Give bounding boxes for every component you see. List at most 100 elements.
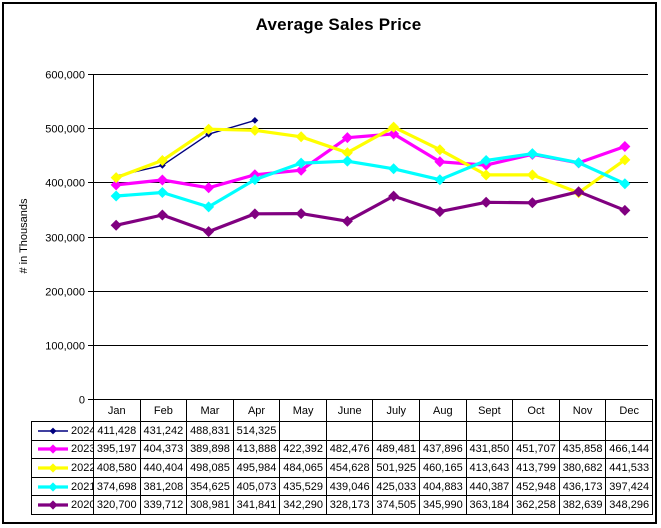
series-marker-2020 (249, 208, 261, 220)
value-cell: 354,625 (186, 476, 234, 497)
series-marker-2020 (619, 204, 631, 216)
series-marker-2021 (619, 178, 631, 190)
value-cell: 382,639 (558, 495, 607, 515)
y-tick-label: 600,000 (45, 70, 85, 82)
value-cell: 466,144 (605, 439, 653, 460)
value-cell: 328,173 (325, 495, 374, 515)
value-cell: 397,424 (605, 476, 653, 497)
empty-value-cell (325, 421, 374, 441)
series-line-2021 (115, 152, 626, 209)
series-marker-2022 (249, 124, 261, 136)
month-header: June (325, 399, 374, 422)
month-header: Nov (558, 399, 607, 422)
table-corner-cell (32, 400, 94, 422)
value-cell: 339,712 (139, 495, 188, 515)
series-marker-2020 (341, 215, 353, 227)
month-header: May (279, 399, 327, 422)
data-table: Jan Feb Mar Apr May June July Aug Sept Oct Nov Dec 2… (31, 399, 653, 515)
legend-year-label: 2020 (71, 499, 94, 512)
legend-item-2020: 2020 (31, 495, 94, 515)
legend-item-2022: 2022 (31, 458, 94, 478)
series-marker-2021 (110, 190, 122, 202)
series-marker-2021 (156, 187, 168, 199)
empty-value-cell (465, 421, 514, 441)
legend-line-marker-icon (38, 427, 68, 435)
series-marker-2020 (295, 208, 307, 220)
legend-item-2024: 2024 (31, 421, 94, 441)
y-tick-label: 300,000 (45, 233, 85, 245)
value-cell: 381,208 (139, 476, 188, 497)
series-marker-2023 (110, 179, 122, 191)
value-cell: 395,197 (93, 439, 141, 460)
value-cell: 345,990 (419, 495, 467, 515)
series-marker-2022 (295, 131, 307, 143)
series-marker-2022 (526, 169, 538, 181)
value-cell: 363,184 (465, 495, 514, 515)
value-cell: 374,698 (93, 476, 141, 497)
series-marker-2023 (619, 141, 631, 153)
value-cell: 425,033 (372, 476, 421, 497)
value-cell: 489,481 (372, 439, 421, 460)
value-cell: 413,643 (465, 458, 514, 478)
value-cell: 498,085 (186, 458, 234, 478)
month-header: Aug (419, 399, 467, 422)
value-cell: 436,173 (558, 476, 607, 497)
month-header: Feb (139, 399, 188, 422)
value-cell: 452,948 (512, 476, 560, 497)
series-marker-2021 (388, 163, 400, 175)
legend-item-2021: 2021 (31, 476, 94, 497)
value-cell: 431,242 (139, 421, 188, 441)
value-cell: 380,682 (558, 458, 607, 478)
value-cell: 454,628 (325, 458, 374, 478)
value-cell: 439,046 (325, 476, 374, 497)
legend-year-label: 2022 (71, 461, 94, 474)
series-marker-2020 (110, 219, 122, 231)
value-cell: 440,404 (139, 458, 188, 478)
series-marker-2021 (480, 154, 492, 166)
series-marker-2020 (388, 190, 400, 202)
month-header: Oct (512, 399, 560, 422)
value-cell: 348,296 (605, 495, 653, 515)
month-header: Mar (186, 399, 234, 422)
value-cell: 320,700 (93, 495, 141, 515)
value-cell: 405,073 (232, 476, 281, 497)
series-marker-2021 (295, 157, 307, 169)
y-tick-label: 0 (79, 395, 85, 407)
series-marker-2020 (203, 226, 215, 238)
value-cell: 460,165 (419, 458, 467, 478)
table-header-row: Jan Feb Mar Apr May June July Aug Sept Oct Nov Dec (32, 399, 653, 422)
value-cell: 440,387 (465, 476, 514, 497)
value-cell: 422,392 (279, 439, 327, 460)
value-cell: 341,841 (232, 495, 281, 515)
legend-year-label: 2023 (71, 443, 94, 456)
series-marker-2021 (203, 201, 215, 213)
chart-canvas: 0 100,000 200,000 300,000 400,000 500,000 600,… (45, 70, 648, 407)
empty-value-cell (512, 421, 560, 441)
series-marker-2023 (388, 128, 400, 140)
value-cell: 374,505 (372, 495, 421, 515)
y-tick-label: 500,000 (45, 124, 85, 136)
legend-item-2023: 2023 (31, 439, 94, 460)
series-marker-2022 (388, 121, 400, 133)
value-cell: 362,258 (512, 495, 560, 515)
value-cell: 431,850 (465, 439, 514, 460)
series-marker-2023 (341, 132, 353, 144)
series-marker-2024 (251, 117, 259, 124)
month-header: Jan (93, 399, 141, 422)
value-cell: 495,984 (232, 458, 281, 478)
series-marker-2021 (573, 157, 585, 169)
table-row-2023: 2023 395,197 404,373 389,898 413,888 422,392 4… (31, 439, 653, 460)
series-marker-2022 (434, 144, 446, 156)
value-cell: 514,325 (232, 421, 281, 441)
value-cell: 404,373 (139, 439, 188, 460)
empty-value-cell (605, 421, 653, 441)
month-header: Sept (465, 399, 514, 422)
series-marker-2023 (434, 156, 446, 168)
series-marker-2020 (434, 206, 446, 218)
month-header: Dec (605, 399, 653, 422)
chart-title: Average Sales Price (255, 15, 422, 34)
value-cell: 408,580 (93, 458, 141, 478)
y-tick-label: 200,000 (45, 287, 85, 299)
value-cell: 435,858 (558, 439, 607, 460)
value-cell: 437,896 (419, 439, 467, 460)
